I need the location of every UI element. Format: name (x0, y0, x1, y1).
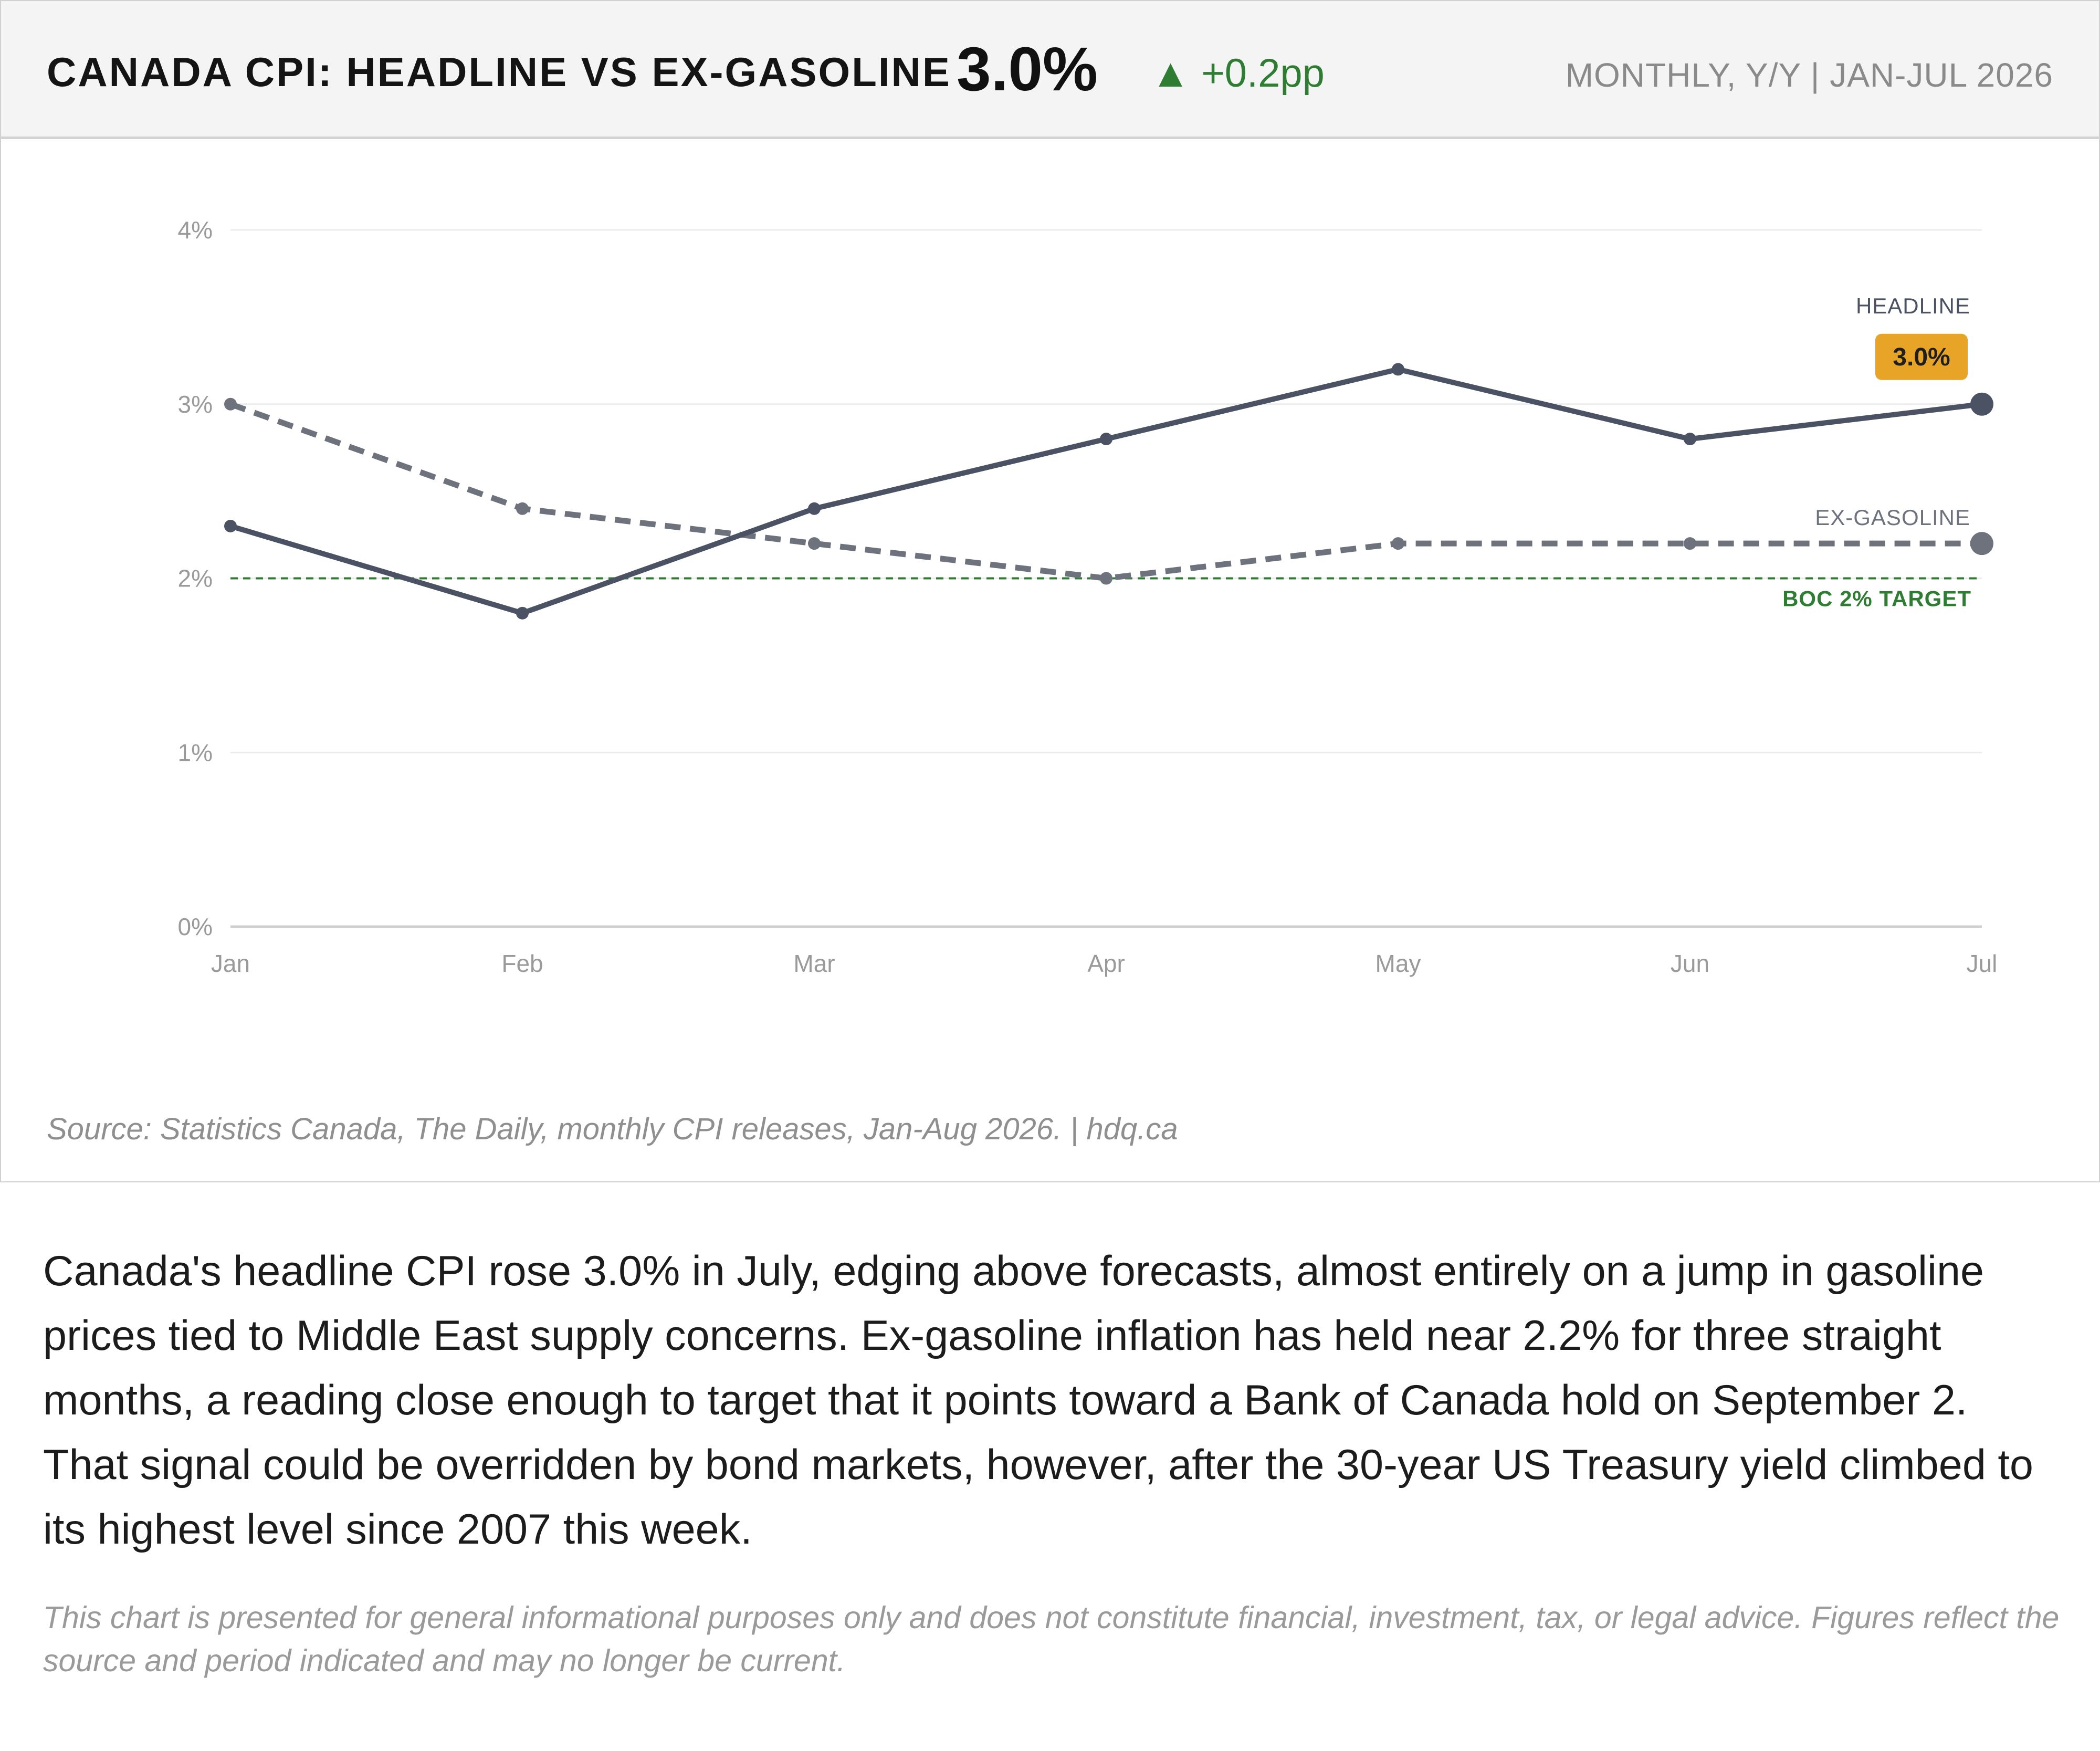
y-tick-label: 1% (178, 739, 213, 766)
chart-title: CANADA CPI: HEADLINE VS EX-GASOLINE (47, 49, 951, 95)
x-tick-label: Apr (1087, 950, 1125, 977)
headline-point (1970, 392, 1993, 416)
headline-point (516, 606, 529, 620)
source-note: Source: Statistics Canada, The Daily, mo… (47, 1112, 1178, 1146)
headline-series-label: HEADLINE (1856, 293, 1970, 318)
headline-point (1392, 363, 1404, 376)
x-tick-label: Feb (501, 950, 543, 977)
target-reference-label: BOC 2% TARGET (1782, 586, 1971, 611)
x-tick-label: Mar (793, 950, 835, 977)
headline-point (808, 502, 821, 515)
ex-gasoline-point (1392, 537, 1404, 550)
ex-gasoline-point (516, 502, 529, 515)
narrative-paragraph: Canada's headline CPI rose 3.0% in July,… (43, 1247, 2033, 1553)
y-tick-label: 3% (178, 391, 213, 418)
period-label: MONTHLY, Y/Y | JAN-JUL 2026 (1565, 56, 2053, 94)
x-tick-label: Jun (1671, 950, 1709, 977)
up-arrow-icon: ▲ (1151, 51, 1191, 96)
headline-end-badge-value: 3.0% (1893, 343, 1950, 371)
ex-gasoline-point (1970, 532, 1993, 555)
cpi-line-chart: 0% 1% 2% 3% 4% Jan Feb Mar Apr May Jun Jul BOC 2% T… (178, 216, 1998, 977)
headline-end-badge (1875, 333, 1968, 380)
ex-gasoline-point (808, 537, 821, 550)
y-tick-label: 2% (178, 565, 213, 592)
x-tick-label: Jul (1967, 950, 1998, 977)
headline-point (224, 519, 237, 532)
change-indicator: ▲ +0.2pp (1151, 50, 1325, 96)
headline-point (1100, 433, 1112, 446)
change-value: +0.2pp (1201, 51, 1325, 96)
ex-gasoline-series-label: EX-GASOLINE (1815, 505, 1970, 530)
x-tick-label: Jan (211, 950, 250, 977)
disclaimer-text: This chart is presented for general info… (43, 1600, 2060, 1678)
headline-point (1684, 433, 1696, 446)
series-labels: HEADLINE 3.0% EX-GASOLINE (1815, 293, 1970, 530)
ex-gasoline-point (1684, 537, 1696, 550)
y-tick-label: 4% (178, 216, 213, 244)
chart-header: CANADA CPI: HEADLINE VS EX-GASOLINE 3.0%… (1, 1, 2099, 139)
headline-value: 3.0% (957, 35, 1098, 104)
chart-card: CANADA CPI: HEADLINE VS EX-GASOLINE 3.0%… (0, 0, 2100, 1182)
ex-gasoline-point (1100, 572, 1112, 585)
y-tick-label: 0% (178, 913, 213, 940)
x-tick-label: May (1376, 950, 1421, 977)
axis-ticks: 0% 1% 2% 3% 4% Jan Feb Mar Apr May Jun Jul (178, 216, 1998, 977)
series-group (224, 363, 1993, 620)
ex-gasoline-point (224, 397, 237, 411)
ex-gasoline-line (229, 401, 1982, 581)
